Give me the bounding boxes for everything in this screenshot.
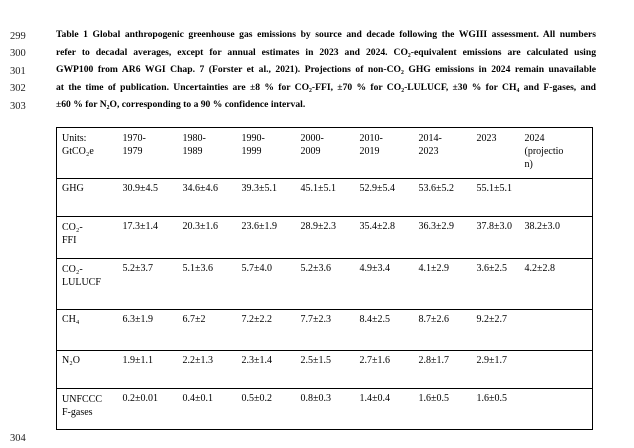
table-cell: 5.2±3.7 <box>118 258 179 310</box>
table-cell: 34.6±4.6 <box>178 178 238 217</box>
table-row-unfccc-fgases: UNFCCC F-gases 0.2±0.01 0.4±0.1 0.5±0.2 0… <box>56 388 593 430</box>
table-cell: 2.2±1.3 <box>178 350 238 389</box>
caption-line: at the time of publication. Uncertaintie… <box>56 81 596 93</box>
table-cell: 5.2±3.6 <box>296 258 356 310</box>
table-cell: 4.9±3.4 <box>355 258 415 310</box>
column-header: 1990- 1999 <box>237 127 297 179</box>
table-cell: 23.6±1.9 <box>237 216 297 259</box>
line-number-303: 303 <box>10 101 26 112</box>
caption-line: GWP100 from AR6 WGI Chap. 7 (Forster et … <box>56 64 596 76</box>
table-cell <box>520 309 593 351</box>
table-cell: 20.3±1.6 <box>178 216 238 259</box>
units-label: Units: <box>62 133 87 144</box>
table-cell: 2.5±1.5 <box>296 350 356 389</box>
table-cell: 5.7±4.0 <box>237 258 297 310</box>
table-cell: 0.5±0.2 <box>237 388 297 430</box>
table-cell: 8.7±2.6 <box>414 309 473 351</box>
table-cell: 7.2±2.2 <box>237 309 297 351</box>
table-cell: 1.6±0.5 <box>472 388 521 430</box>
column-header: 1980- 1989 <box>178 127 238 179</box>
caption-line: refer to decadal averages, except for an… <box>56 46 596 58</box>
units-header: Units: GtCO₂e <box>56 127 119 179</box>
caption-line: Table 1 Global anthropogenic greenhouse … <box>56 29 596 40</box>
table-cell: 36.3±2.9 <box>414 216 473 259</box>
table-cell: 5.1±3.6 <box>178 258 238 310</box>
table-cell: 3.6±2.5 <box>472 258 521 310</box>
table-caption: Table 1 Global anthropogenic greenhouse … <box>56 26 596 114</box>
column-header: 2024 (projectio n) <box>520 127 593 179</box>
table-row-ch4: CH₄ 6.3±1.9 6.7±2 7.2±2.2 7.7±2.3 8.4±2.… <box>56 309 593 351</box>
row-label: GHG <box>56 178 119 217</box>
table-cell: 0.2±0.01 <box>118 388 179 430</box>
table-cell: 52.9±5.4 <box>355 178 415 217</box>
table-cell: 35.4±2.8 <box>355 216 415 259</box>
caption-line: ±60 % for N₂O, corresponding to a 90 % c… <box>56 99 306 111</box>
table-cell: 4.1±2.9 <box>414 258 473 310</box>
line-number-299: 299 <box>10 31 26 42</box>
column-header: 1970- 1979 <box>118 127 179 179</box>
line-number-302: 302 <box>10 83 26 94</box>
table-cell: 45.1±5.1 <box>296 178 356 217</box>
table-cell: 2.3±1.4 <box>237 350 297 389</box>
row-label: UNFCCC F-gases <box>56 388 119 430</box>
header-row: Units: GtCO₂e 1970- 1979 1980- 1989 1990- 1… <box>56 127 593 179</box>
table-cell <box>520 388 593 430</box>
table-row-n2o: N₂O 1.9±1.1 2.2±1.3 2.3±1.4 2.5±1.5 2.7±… <box>56 350 593 389</box>
row-label: CO₂- FFI <box>56 216 119 259</box>
emissions-table: Units: GtCO₂e 1970- 1979 1980- 1989 1990- 1… <box>56 127 593 430</box>
column-header: 2023 <box>472 127 521 179</box>
table-cell: 2.7±1.6 <box>355 350 415 389</box>
table-cell: 8.4±2.5 <box>355 309 415 351</box>
line-number-301: 301 <box>10 66 26 77</box>
table-cell: 1.9±1.1 <box>118 350 179 389</box>
line-number-304: 304 <box>10 433 26 444</box>
line-number-300: 300 <box>10 48 26 59</box>
row-label: CO₂- LULUCF <box>56 258 119 310</box>
table-cell: 2.8±1.7 <box>414 350 473 389</box>
row-label: CH₄ <box>56 309 119 351</box>
table-cell: 28.9±2.3 <box>296 216 356 259</box>
column-header: 2014- 2023 <box>414 127 473 179</box>
table-cell: 6.7±2 <box>178 309 238 351</box>
table-cell <box>520 178 593 217</box>
table-cell: 1.4±0.4 <box>355 388 415 430</box>
table-cell: 55.1±5.1 <box>472 178 521 217</box>
column-header: 2000- 2009 <box>296 127 356 179</box>
table-cell: 38.2±3.0 <box>520 216 593 259</box>
column-header: 2010- 2019 <box>355 127 415 179</box>
table-cell: 2.9±1.7 <box>472 350 521 389</box>
units-value: GtCO₂e <box>62 146 94 157</box>
table-cell <box>520 350 593 389</box>
table-cell: 37.8±3.0 <box>472 216 521 259</box>
table-cell: 53.6±5.2 <box>414 178 473 217</box>
table-cell: 0.8±0.3 <box>296 388 356 430</box>
table-cell: 0.4±0.1 <box>178 388 238 430</box>
table-row-co2-ffi: CO₂- FFI 17.3±1.4 20.3±1.6 23.6±1.9 28.9±… <box>56 216 593 259</box>
table-cell: 4.2±2.8 <box>520 258 593 310</box>
table-cell: 7.7±2.3 <box>296 309 356 351</box>
table-row-ghg: GHG 30.9±4.5 34.6±4.6 39.3±5.1 45.1±5.1 … <box>56 178 593 217</box>
table-cell: 1.6±0.5 <box>414 388 473 430</box>
table-row-co2-lulucf: CO₂- LULUCF 5.2±3.7 5.1±3.6 5.7±4.0 5.2±3… <box>56 258 593 310</box>
row-label: N₂O <box>56 350 119 389</box>
table-cell: 39.3±5.1 <box>237 178 297 217</box>
table-cell: 6.3±1.9 <box>118 309 179 351</box>
table-cell: 9.2±2.7 <box>472 309 521 351</box>
table-cell: 30.9±4.5 <box>118 178 179 217</box>
table-cell: 17.3±1.4 <box>118 216 179 259</box>
